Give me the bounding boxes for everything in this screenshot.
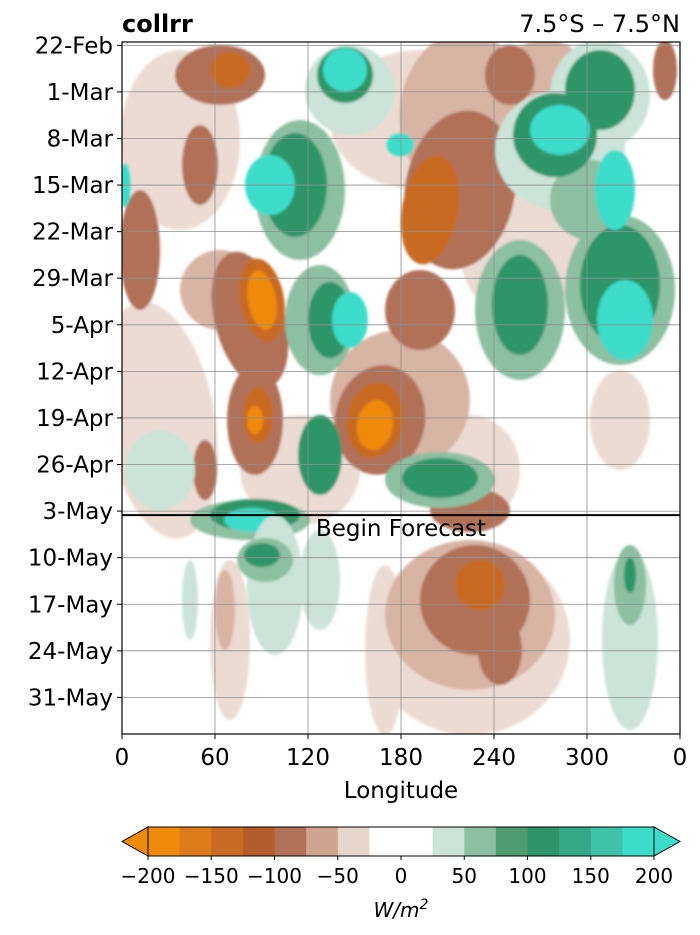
y-axis: 22-Feb 1-Mar 8-Mar 15-Mar 22-Mar 29-Mar 5-Apr 1… (28, 33, 122, 711)
forecast-marker: Begin Forecast (122, 514, 680, 542)
colorbar-swatch (464, 827, 497, 856)
negative-anomaly (122, 190, 160, 310)
y-tick-label: 3-May (43, 499, 113, 525)
x-axis-label: Longitude (344, 778, 458, 804)
colorbar-swatch (369, 827, 434, 856)
colorbar: −200 −150 −100 −50 0 50 100 150 200 (120, 826, 682, 888)
y-tick-label: 15-Mar (32, 173, 114, 199)
colorbar-swatch (622, 827, 655, 856)
positive-anomaly (492, 255, 548, 355)
negative-anomaly (590, 370, 650, 470)
positive-anomaly (530, 105, 590, 155)
positive-anomaly (300, 530, 340, 630)
colorbar-tick-label: −50 (317, 864, 359, 888)
negative-anomaly (385, 270, 455, 350)
y-tick-label: 22-Feb (35, 33, 113, 59)
negative-anomaly (210, 52, 250, 88)
colorbar-label-exp: 2 (420, 897, 429, 913)
negative-anomaly (356, 400, 394, 450)
x-tick-label: 0 (673, 745, 688, 771)
positive-anomaly (565, 50, 635, 130)
y-tick-label: 22-Mar (32, 220, 114, 246)
colorbar-swatch (274, 827, 307, 856)
plot-area (122, 42, 680, 734)
negative-anomaly (247, 270, 277, 330)
negative-anomaly (247, 406, 263, 434)
colorbar-swatch (179, 827, 212, 856)
y-tick-label: 29-Mar (32, 266, 114, 292)
y-tick-label: 19-Apr (36, 406, 113, 432)
colorbar-swatch (559, 827, 592, 856)
colorbar-swatch (337, 827, 370, 856)
x-tick-label: 180 (379, 745, 423, 771)
colorbar-swatch (242, 827, 275, 856)
y-tick-label: 12-Apr (36, 359, 113, 385)
y-tick-label: 26-Apr (36, 453, 113, 479)
negative-anomaly (215, 570, 235, 650)
positive-anomaly (298, 415, 342, 495)
colorbar-tick-label: 0 (395, 864, 408, 888)
colorbar-swatch (432, 827, 465, 856)
y-tick-label: 31-May (28, 685, 113, 711)
colorbar-tick-label: 100 (508, 864, 546, 888)
x-tick-label: 120 (286, 745, 330, 771)
forecast-label: Begin Forecast (316, 516, 486, 542)
chart-title-left: collrr (122, 10, 193, 38)
colorbar-tick-label: 200 (635, 864, 673, 888)
positive-anomaly (332, 292, 368, 348)
x-tick-label: 300 (565, 745, 609, 771)
colorbar-swatch (306, 827, 339, 856)
anomaly-field (122, 42, 677, 734)
negative-anomaly (478, 615, 522, 685)
x-tick-label: 240 (472, 745, 516, 771)
positive-anomaly (247, 515, 303, 655)
colorbar-tick-label: −100 (247, 864, 302, 888)
positive-anomaly (597, 280, 653, 360)
x-tick-label: 60 (200, 745, 229, 771)
y-tick-label: 17-May (28, 592, 113, 618)
gridlines (122, 42, 680, 734)
positive-anomaly (402, 458, 478, 498)
colorbar-tick-label: −150 (184, 864, 239, 888)
y-tick-label: 8-Mar (47, 126, 114, 152)
colorbar-swatch (211, 827, 244, 856)
negative-anomaly (455, 560, 505, 610)
positive-anomaly (182, 560, 198, 640)
y-tick-label: 10-May (28, 546, 113, 572)
y-tick-label: 24-May (28, 639, 113, 665)
colorbar-extend-high (653, 826, 682, 857)
y-tick-label: 1-Mar (47, 80, 114, 106)
negative-anomaly (485, 45, 535, 105)
negative-anomaly (182, 125, 218, 205)
colorbar-tick-label: 50 (452, 864, 477, 888)
colorbar-label-base: W/m (374, 898, 420, 922)
positive-anomaly (624, 557, 636, 593)
positive-anomaly (386, 133, 414, 157)
positive-anomaly (323, 48, 367, 92)
negative-anomaly (193, 440, 217, 500)
chart-title-right: 7.5°S – 7.5°N (519, 10, 680, 38)
colorbar-swatch (495, 827, 528, 856)
positive-anomaly (125, 430, 195, 510)
colorbar-swatch (527, 827, 560, 856)
colorbar-extend-low (120, 826, 149, 857)
colorbar-swatch (148, 827, 181, 856)
negative-anomaly (400, 155, 460, 265)
x-tick-label: 0 (115, 745, 130, 771)
positive-anomaly (595, 150, 635, 230)
negative-anomaly (653, 42, 677, 100)
colorbar-label: W/m2 (374, 897, 429, 922)
colorbar-swatch (590, 827, 623, 856)
y-tick-label: 5-Apr (51, 313, 114, 339)
x-axis: 0 60 120 180 240 300 0 (115, 734, 688, 771)
colorbar-tick-label: −200 (121, 864, 176, 888)
colorbar-tick-label: 150 (572, 864, 610, 888)
positive-anomaly (244, 543, 280, 567)
